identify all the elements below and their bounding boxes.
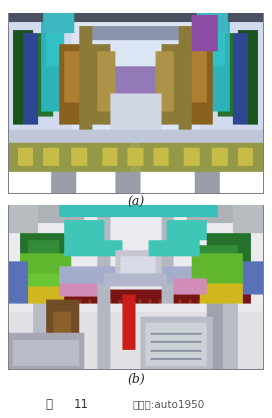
Text: (b): (b) <box>127 372 145 386</box>
Text: 图: 图 <box>45 398 52 411</box>
Text: 11: 11 <box>74 398 89 411</box>
Text: (a): (a) <box>127 196 145 209</box>
Text: 微信号:auto1950: 微信号:auto1950 <box>132 400 205 410</box>
